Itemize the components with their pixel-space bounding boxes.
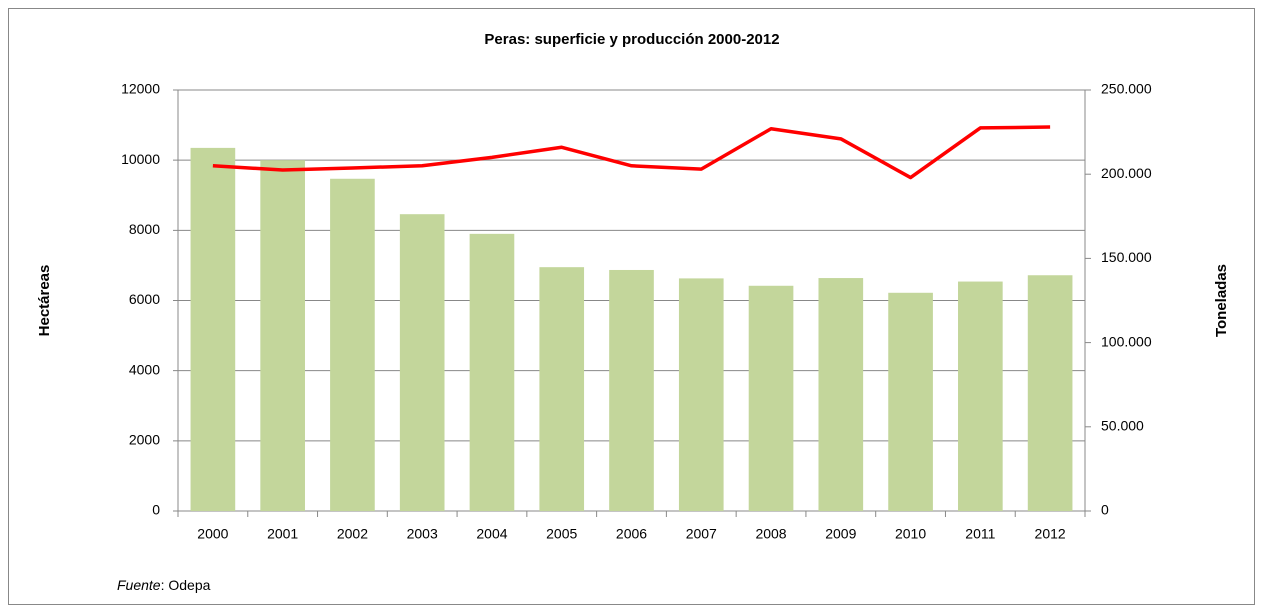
x-tick-label: 2006 bbox=[616, 526, 647, 542]
y2-tick-label: 100.000 bbox=[1101, 333, 1152, 349]
y-tick-label: 6000 bbox=[129, 291, 160, 307]
bar bbox=[1027, 275, 1073, 511]
y-tick-label: 4000 bbox=[129, 361, 160, 377]
bar bbox=[399, 214, 445, 511]
x-tick-label: 2011 bbox=[965, 526, 995, 542]
bar bbox=[190, 147, 236, 511]
source-label: Fuente bbox=[117, 577, 161, 593]
x-tick-label: 2005 bbox=[546, 526, 577, 542]
bar bbox=[888, 292, 933, 511]
bar bbox=[748, 285, 794, 511]
y2-tick-label: 0 bbox=[1101, 502, 1109, 518]
x-tick-label: 2009 bbox=[825, 526, 856, 542]
y-tick-label: 12000 bbox=[121, 81, 160, 97]
bar bbox=[539, 267, 585, 511]
source-text: : Odepa bbox=[161, 577, 211, 593]
x-tick-label: 2001 bbox=[267, 526, 298, 542]
y2-tick-label: 200.000 bbox=[1101, 165, 1152, 181]
x-tick-label: 2012 bbox=[1035, 526, 1066, 542]
x-tick-label: 2008 bbox=[755, 526, 786, 542]
bar bbox=[609, 269, 654, 511]
x-tick-label: 2010 bbox=[895, 526, 926, 542]
x-tick-label: 2003 bbox=[407, 526, 438, 542]
y-axis-label: Hectáreas bbox=[36, 265, 53, 337]
y2-tick-label: 150.000 bbox=[1101, 249, 1152, 265]
x-tick-label: 2002 bbox=[337, 526, 368, 542]
line bbox=[212, 125, 1051, 180]
y-tick-label: 10000 bbox=[121, 151, 160, 167]
bar bbox=[678, 278, 724, 511]
y-tick-label: 8000 bbox=[129, 221, 160, 237]
y2-tick-label: 50.000 bbox=[1101, 418, 1144, 434]
bar bbox=[260, 160, 305, 511]
y-tick-label: 0 bbox=[152, 502, 160, 518]
x-tick-label: 2007 bbox=[686, 526, 717, 542]
source: Fuente: Odepa bbox=[117, 577, 211, 593]
bar bbox=[818, 278, 864, 511]
y2-tick-label: 250.000 bbox=[1101, 81, 1152, 97]
y-tick-label: 2000 bbox=[129, 432, 160, 448]
x-tick-label: 2004 bbox=[476, 526, 507, 542]
y2-axis-label: Toneladas bbox=[1213, 264, 1230, 337]
chart-title: Peras: superficie y producción 2000-2012 bbox=[484, 31, 779, 48]
bar bbox=[469, 233, 515, 511]
x-tick-label: 2000 bbox=[197, 526, 228, 542]
bar bbox=[330, 178, 375, 511]
bar bbox=[958, 281, 1003, 511]
